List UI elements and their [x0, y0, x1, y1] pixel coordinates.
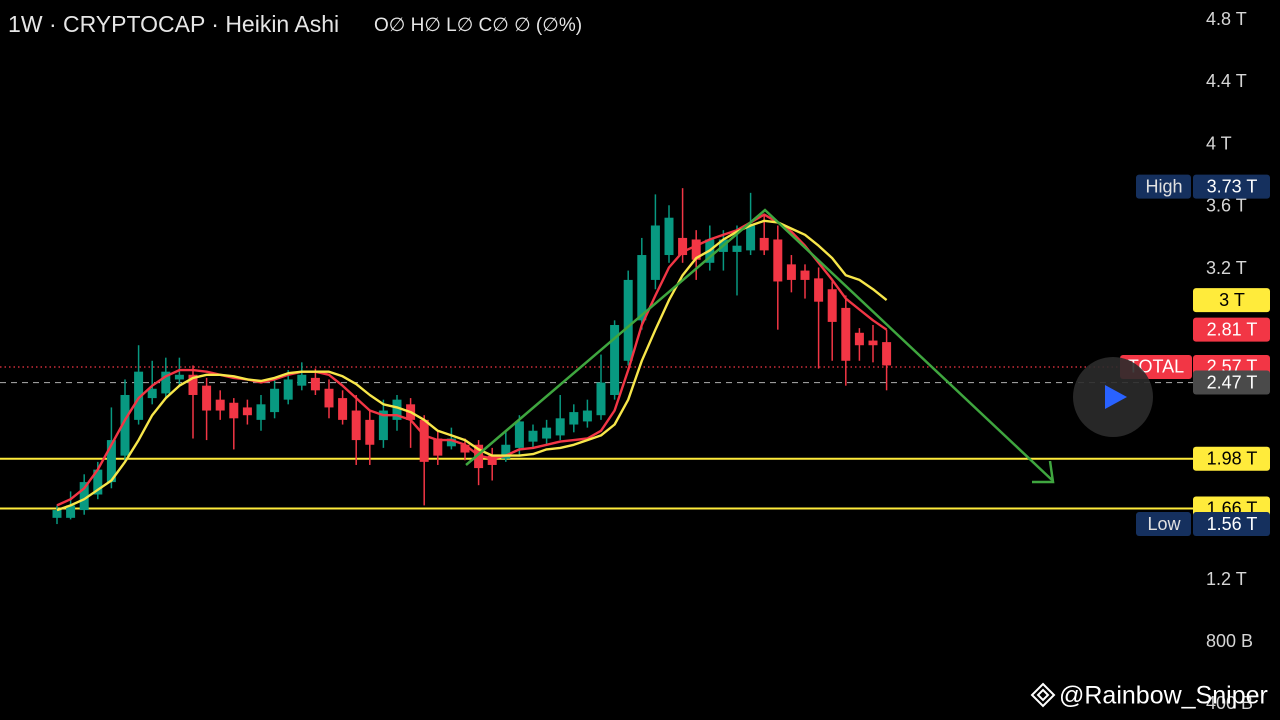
candle-body [106, 440, 116, 483]
ohlc-legend: O∅ H∅ L∅ C∅ ∅ (∅%) [374, 15, 582, 36]
candle-body [324, 388, 334, 408]
candle-body [120, 394, 130, 456]
candle-body [514, 421, 524, 448]
candle-body [270, 388, 280, 413]
y-tick-label: 4.4 T [1206, 71, 1247, 91]
y-tick-label: 4.8 T [1206, 9, 1247, 29]
marker-label: 3 T [1219, 290, 1245, 310]
y-tick-label: 1.2 T [1206, 569, 1247, 589]
candle-body [650, 225, 660, 280]
candle-body [365, 419, 375, 445]
candle-body [93, 469, 103, 495]
candle-body [188, 374, 198, 395]
candle-body [773, 239, 783, 282]
candle-body [637, 255, 647, 321]
level-box [1193, 446, 1270, 471]
candle-body [555, 418, 565, 436]
chart-title: · 1W · CRYPTOCAP · Heikin Ashi [0, 11, 339, 37]
candle-body [882, 342, 892, 366]
candle-body [854, 332, 864, 346]
candle-body [147, 388, 157, 399]
candle-body [310, 377, 320, 391]
level-label: 1.98 T [1207, 448, 1258, 468]
candle-body [759, 237, 769, 251]
extreme-box [1193, 174, 1270, 199]
candle-body [229, 402, 239, 419]
y-tick-label: 3.2 T [1206, 258, 1247, 278]
extreme-name: High [1145, 176, 1182, 196]
candle-body [378, 410, 388, 441]
logo-diamond-inner [1036, 688, 1050, 702]
candle-body [746, 225, 756, 251]
play-icon[interactable] [1105, 385, 1127, 409]
candle-body [392, 399, 402, 420]
candle-body [66, 505, 76, 518]
candle-body [841, 307, 851, 361]
marker-label: 2.81 T [1207, 319, 1258, 339]
extreme-name-box [1136, 512, 1191, 537]
candle-body [542, 427, 552, 439]
trend-arrow-head [1032, 460, 1055, 484]
candle-body [569, 412, 579, 425]
candle-body [732, 245, 742, 252]
y-tick-label: 400 B [1206, 693, 1253, 713]
candle-body [596, 382, 606, 416]
logo-diamond [1030, 682, 1056, 708]
candle-body [460, 444, 470, 453]
candle-body [297, 374, 307, 386]
candle-body [868, 340, 878, 346]
candle-body [52, 510, 62, 518]
trend-line [465, 208, 1053, 481]
candle-body [623, 279, 633, 361]
candle-body [433, 438, 443, 456]
plot [0, 188, 1193, 525]
marker-label: 2.47 T [1207, 372, 1258, 392]
candle-body [351, 410, 361, 441]
play-button[interactable] [1073, 357, 1153, 437]
candle-body [528, 430, 538, 442]
candle-body [419, 419, 429, 462]
candle-body [786, 264, 796, 280]
candle-body [678, 237, 688, 256]
candle-body [338, 398, 348, 420]
candle-body [664, 217, 674, 256]
extreme-box [1193, 512, 1270, 537]
watermark: @Rainbow_Sniper [1059, 682, 1268, 710]
marker-box [1193, 288, 1270, 313]
candle-body [215, 399, 225, 411]
extreme-name-box [1136, 174, 1191, 199]
price-axis: 4.8 T 4.4 T 4 T 3.6 T 3.2 T 1.2 T 800 B 400 B 1.… [1120, 9, 1270, 713]
candle-body [800, 270, 810, 280]
y-tick-label: 4 T [1206, 133, 1232, 153]
candle-body [501, 444, 511, 459]
candle-body [487, 455, 497, 465]
candle-body [79, 482, 89, 511]
extreme-label: 3.73 T [1207, 176, 1258, 196]
candle-body [446, 438, 456, 447]
candle-body [582, 410, 592, 422]
moving-average [56, 219, 888, 512]
candle-body [814, 278, 824, 302]
candle-body [202, 385, 212, 411]
extreme-name: Low [1147, 514, 1181, 534]
candle-body [161, 371, 171, 394]
marker-box [1193, 370, 1270, 395]
y-tick-label: 800 B [1206, 631, 1253, 651]
y-tick-label: 3.6 T [1206, 196, 1247, 216]
extreme-label: 1.56 T [1207, 514, 1258, 534]
candle-body [283, 379, 293, 400]
candle-body [691, 239, 701, 260]
candle-body [610, 325, 620, 395]
candle-body [256, 404, 266, 420]
watermark-logo [1030, 682, 1056, 708]
candle-body [174, 374, 184, 380]
candle-body [134, 371, 144, 420]
candle-body [827, 289, 837, 322]
marker-box [1193, 317, 1270, 342]
candle-body [242, 407, 252, 416]
